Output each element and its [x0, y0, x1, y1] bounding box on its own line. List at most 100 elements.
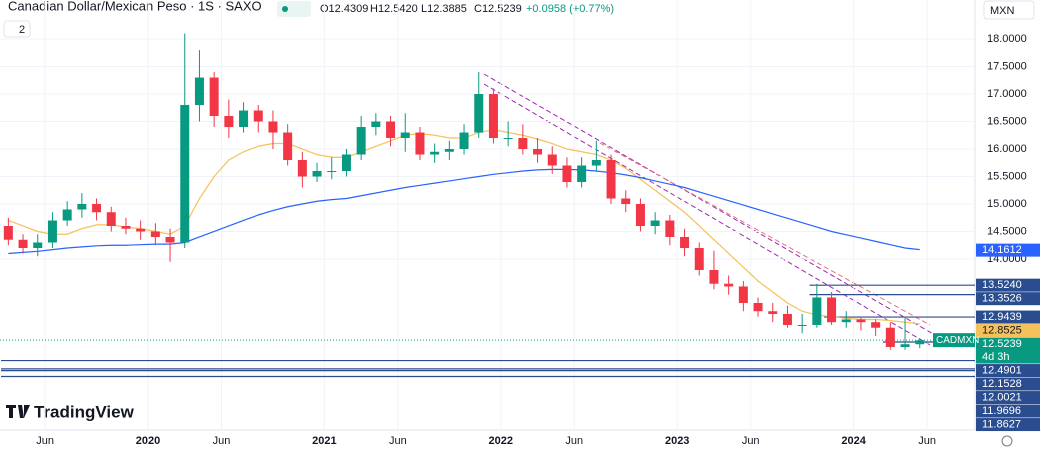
y-tick-label: 15.5000	[987, 170, 1027, 182]
x-tick-label: 2020	[136, 435, 160, 447]
candle-body	[562, 165, 572, 183]
y-tick-label: 16.5000	[987, 115, 1027, 127]
indicator-toggle[interactable]	[3, 20, 31, 38]
ohlc-close: C12.5239	[474, 3, 522, 15]
candle-body	[283, 132, 293, 161]
candle-body	[606, 160, 616, 199]
price-label: 12.9439	[982, 311, 1022, 323]
indicator-count: 2	[19, 24, 25, 36]
candle-body	[650, 220, 660, 226]
candle-body	[694, 247, 704, 270]
candle-body	[474, 94, 484, 133]
candle-body	[77, 204, 87, 210]
currency-button[interactable]	[983, 0, 1035, 20]
candle-body	[3, 225, 13, 240]
candle-body	[797, 324, 807, 326]
x-tick-label: 2022	[489, 435, 513, 447]
price-label-box	[976, 292, 1040, 306]
candle-body	[871, 322, 881, 328]
candle-body	[327, 171, 337, 173]
ma-line	[8, 168, 920, 255]
candle-body	[209, 77, 219, 117]
price-label-box	[976, 337, 1040, 364]
status-badge[interactable]	[277, 1, 311, 17]
candle-body	[680, 236, 690, 248]
candle-body	[827, 297, 837, 323]
y-tick-label: 15.0000	[987, 198, 1027, 210]
y-tick-label: 18.0000	[987, 33, 1027, 45]
candle-body	[371, 121, 381, 128]
price-label-box	[976, 324, 1040, 338]
ohlc-change: +0.0958 (+0.77%)	[526, 3, 614, 15]
candle-body	[621, 198, 631, 205]
logo: TradingView	[34, 402, 135, 421]
currency: MXN	[990, 5, 1015, 17]
candle-body	[591, 160, 601, 166]
price-label: 12.8525	[982, 324, 1022, 336]
x-tick-label: Jun	[918, 435, 936, 447]
status-dot	[282, 6, 288, 12]
candle-body	[782, 313, 792, 325]
settings-icon[interactable]	[1001, 435, 1013, 447]
price-label-box	[976, 377, 1040, 391]
x-tick-label: 2023	[665, 435, 689, 447]
candle-body	[724, 283, 734, 287]
candle-body	[812, 297, 822, 325]
candle-body	[665, 220, 675, 237]
candle-body	[738, 286, 748, 303]
candle-body	[356, 127, 366, 155]
trend-line	[483, 83, 931, 346]
price-label-box	[976, 418, 1040, 432]
price-label: 12.4901	[982, 364, 1022, 376]
candle-body	[47, 220, 57, 243]
x-tick-label: Jun	[213, 435, 231, 447]
candle-body	[341, 154, 351, 172]
candle-body	[503, 138, 513, 140]
price-label: 11.9696	[982, 405, 1021, 417]
x-tick-label: 2024	[841, 435, 866, 447]
candle-body	[165, 236, 175, 243]
candle-body	[150, 231, 160, 237]
ohlc-open: O12.4309	[320, 3, 368, 15]
ohlc-low: L12.3885	[421, 3, 467, 15]
candle-body	[709, 269, 719, 284]
candle-body	[92, 204, 102, 213]
candle-body	[297, 160, 307, 177]
candle-body	[121, 225, 131, 229]
candle-body	[18, 239, 28, 248]
countdown: 4d 3h	[982, 351, 1010, 363]
candle-body	[268, 121, 278, 133]
candle-body	[400, 132, 410, 139]
price-label: 13.3526	[982, 293, 1022, 305]
price-label: 12.5239	[982, 338, 1022, 350]
price-label: 12.1528	[982, 378, 1022, 390]
symbol-tag	[933, 333, 975, 348]
candle-body	[635, 204, 645, 226]
candle-body	[312, 171, 322, 177]
candle-body	[239, 110, 249, 128]
candle-body	[430, 151, 440, 155]
candle-body	[194, 77, 204, 106]
symbol-tag-label: CADMXN	[936, 335, 979, 346]
price-label-box	[976, 391, 1040, 405]
symbol: Canadian Dollar/Mexican Peso · 1S · SAXO	[8, 0, 262, 13]
price-label-box	[976, 310, 1040, 324]
x-tick-label: Jun	[36, 435, 54, 447]
candle-body	[856, 319, 866, 323]
y-tick-label: 17.5000	[987, 60, 1027, 72]
y-tick-label: 16.0000	[987, 143, 1027, 155]
candle-body	[180, 105, 190, 243]
price-label-box	[976, 364, 1040, 378]
price-label: 12.0021	[982, 391, 1022, 403]
candle-body	[415, 132, 425, 155]
price-label: 11.8627	[982, 418, 1021, 430]
candle-body	[386, 121, 396, 139]
candle-body	[459, 132, 469, 150]
x-tick-label: 2021	[312, 435, 336, 447]
candle-body	[915, 340, 925, 345]
candle-body	[518, 138, 528, 150]
candle-body	[253, 110, 263, 122]
candle-body	[841, 319, 851, 323]
